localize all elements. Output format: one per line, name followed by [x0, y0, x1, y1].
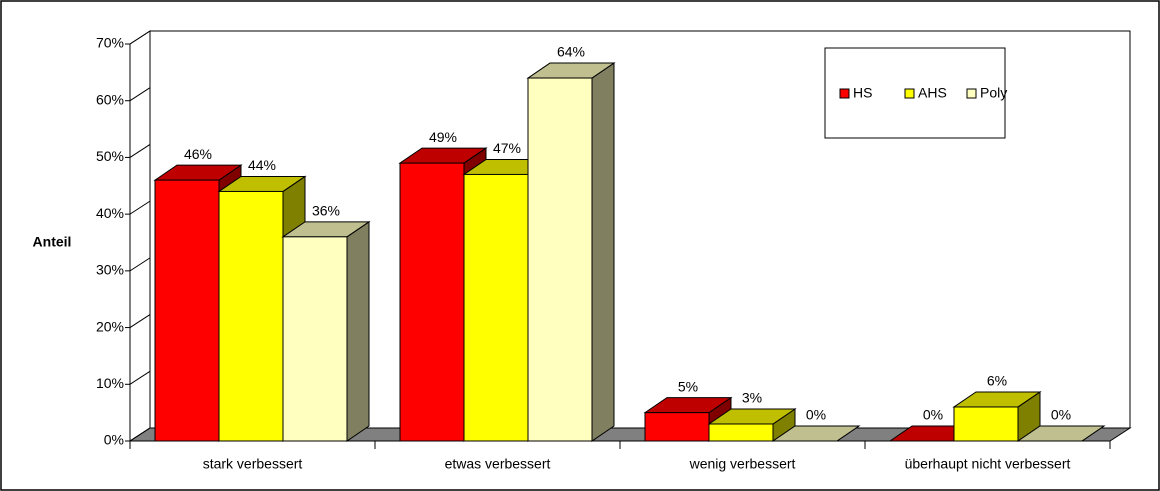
- bar-front: [644, 412, 710, 442]
- bar-side: [591, 62, 615, 442]
- data-label: 5%: [678, 378, 698, 394]
- data-label: 46%: [184, 146, 212, 162]
- data-label: 64%: [557, 44, 585, 60]
- y-tick-label: 30%: [96, 262, 124, 278]
- bar: [526, 62, 616, 442]
- bar-front: [399, 162, 465, 442]
- bar-top: [1016, 425, 1106, 442]
- grid-line: [129, 87, 151, 102]
- bar-front: [953, 406, 1019, 442]
- grid-line: [129, 257, 151, 272]
- legend-label: Poly: [980, 85, 1007, 101]
- data-label: 3%: [742, 390, 762, 406]
- bar: [771, 425, 861, 442]
- x-tick-label: stark verbessert: [203, 456, 303, 472]
- x-tick-label: etwas verbessert: [445, 456, 551, 472]
- y-tick-label: 10%: [96, 375, 124, 391]
- data-label: 44%: [248, 157, 276, 173]
- bar-front: [154, 179, 220, 442]
- bar-top: [771, 425, 861, 442]
- data-label: 0%: [806, 407, 826, 423]
- bar-front: [218, 190, 284, 442]
- legend-box: [824, 47, 1006, 139]
- y-tick-label: 20%: [96, 318, 124, 334]
- bar-front: [708, 423, 774, 442]
- grid-line: [129, 314, 151, 328]
- y-tick-label: 0%: [104, 432, 124, 448]
- bar-front: [282, 236, 348, 442]
- y-tick-label: 70%: [96, 35, 124, 51]
- legend-label: HS: [853, 85, 872, 101]
- bar: [707, 408, 797, 442]
- y-tick-label: 60%: [96, 91, 124, 107]
- legend-swatch: [904, 88, 915, 99]
- x-tick-label: überhaupt nicht verbessert: [905, 456, 1071, 472]
- data-label: 0%: [1051, 407, 1071, 423]
- grid-line: [129, 427, 151, 442]
- bar: [1016, 425, 1106, 442]
- legend-swatch: [966, 88, 977, 99]
- data-label: 6%: [987, 373, 1007, 389]
- legend-swatch: [839, 88, 850, 99]
- bar-front: [527, 77, 593, 442]
- grid-line: [129, 144, 151, 158]
- bar-side: [346, 220, 370, 442]
- bar: [952, 391, 1042, 442]
- bar: [281, 220, 371, 442]
- data-label: 47%: [493, 140, 521, 156]
- data-label: 0%: [923, 407, 943, 423]
- grid-line: [129, 370, 151, 385]
- grid-line: [129, 200, 151, 215]
- y-tick-label: 50%: [96, 148, 124, 164]
- y-tick-label: 40%: [96, 205, 124, 221]
- legend-label: AHS: [918, 85, 947, 101]
- back-wall: [129, 30, 151, 442]
- bar-front: [463, 173, 529, 442]
- grid-line: [129, 30, 151, 45]
- y-axis-label: Anteil: [33, 234, 72, 250]
- data-label: 36%: [312, 203, 340, 219]
- data-label: 49%: [429, 129, 457, 145]
- x-tick-label: wenig verbessert: [689, 456, 796, 472]
